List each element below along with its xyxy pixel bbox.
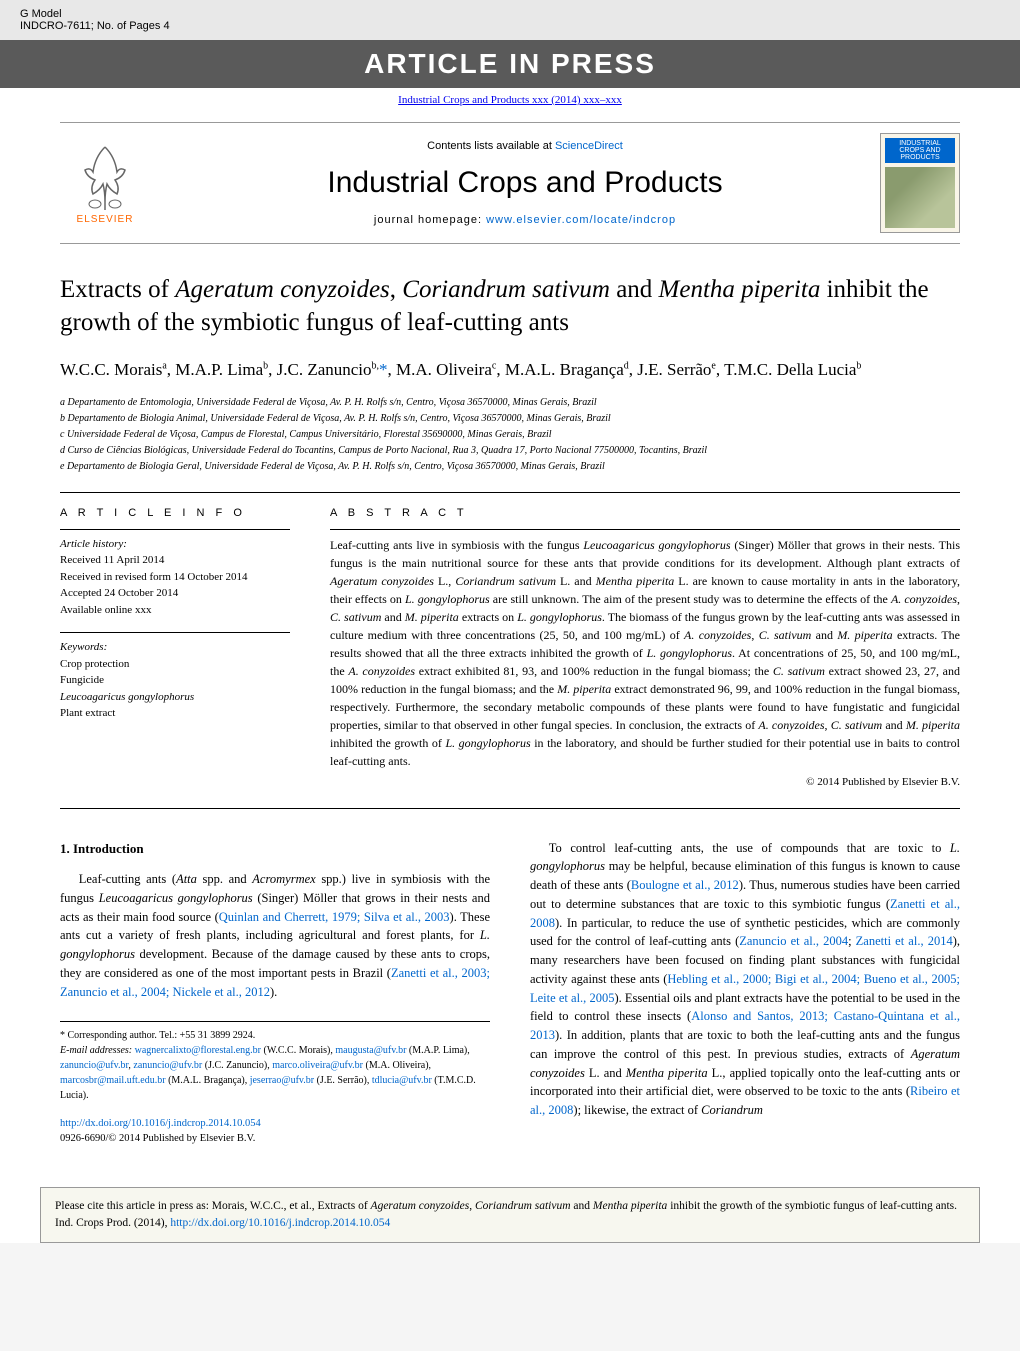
cover-label: INDUSTRIAL CROPS AND PRODUCTS (885, 138, 955, 163)
authors: W.C.C. Moraisa, M.A.P. Limab, J.C. Zanun… (60, 357, 960, 383)
article-id: INDCRO-7611; No. of Pages 4 (20, 20, 170, 32)
affiliation: d Curso de Ciências Biológicas, Universi… (60, 443, 960, 458)
affiliation: e Departamento de Biologia Geral, Univer… (60, 459, 960, 474)
g-model: G Model (20, 8, 62, 20)
body-columns: 1. Introduction Leaf-cutting ants (Atta … (60, 839, 960, 1147)
journal-cover-thumb[interactable]: INDUSTRIAL CROPS AND PRODUCTS (880, 133, 960, 233)
contents-line: Contents lists available at ScienceDirec… (170, 140, 880, 152)
journal-header: ELSEVIER Contents lists available at Sci… (60, 122, 960, 244)
article-in-press-banner: ARTICLE IN PRESS (0, 40, 1020, 88)
footnotes: * Corresponding author. Tel.: +55 31 389… (60, 1021, 490, 1103)
cover-image (885, 167, 955, 228)
intro-para-2: To control leaf-cutting ants, the use of… (530, 839, 960, 1120)
article-title: Extracts of Ageratum conyzoides, Coriand… (60, 274, 960, 339)
doi-link[interactable]: http://dx.doi.org/10.1016/j.indcrop.2014… (60, 1118, 261, 1129)
sciencedirect-link[interactable]: ScienceDirect (555, 140, 623, 152)
journal-reference: Industrial Crops and Products xxx (2014)… (0, 88, 1020, 112)
abstract-text: Leaf-cutting ants live in symbiosis with… (330, 529, 960, 770)
journal-ref-link[interactable]: Industrial Crops and Products xxx (2014)… (398, 94, 622, 106)
model-header: G Model INDCRO-7611; No. of Pages 4 (0, 0, 1020, 40)
affiliations: a Departamento de Entomologia, Universid… (60, 395, 960, 474)
citation-box: Please cite this article in press as: Mo… (40, 1187, 980, 1244)
affiliation: b Departamento de Biologia Animal, Unive… (60, 411, 960, 426)
keywords-block: Keywords: Crop protection Fungicide Leuc… (60, 632, 290, 722)
abstract-heading: A B S T R A C T (330, 507, 960, 519)
article-history: Article history: Received 11 April 2014 … (60, 529, 290, 619)
elsevier-label: ELSEVIER (77, 214, 134, 225)
abstract-panel: A B S T R A C T Leaf-cutting ants live i… (330, 507, 960, 788)
issn-line: 0926-6690/© 2014 Published by Elsevier B… (60, 1133, 255, 1144)
email-addresses: E-mail addresses: wagnercalixto@floresta… (60, 1043, 490, 1103)
affiliation: a Departamento de Entomologia, Universid… (60, 395, 960, 410)
left-column: 1. Introduction Leaf-cutting ants (Atta … (60, 839, 490, 1147)
article-info-heading: A R T I C L E I N F O (60, 507, 290, 519)
elsevier-logo[interactable]: ELSEVIER (60, 133, 150, 233)
intro-heading: 1. Introduction (60, 839, 490, 859)
elsevier-tree-icon (75, 142, 135, 212)
article-info-panel: A R T I C L E I N F O Article history: R… (60, 507, 290, 788)
homepage-link[interactable]: www.elsevier.com/locate/indcrop (486, 214, 676, 226)
homepage-line: journal homepage: www.elsevier.com/locat… (170, 214, 880, 226)
abstract-copyright: © 2014 Published by Elsevier B.V. (330, 776, 960, 788)
corresponding-author: * Corresponding author. Tel.: +55 31 389… (60, 1028, 490, 1043)
intro-para: Leaf-cutting ants (Atta spp. and Acromyr… (60, 870, 490, 1001)
affiliation: c Universidade Federal de Viçosa, Campus… (60, 427, 960, 442)
right-column: To control leaf-cutting ants, the use of… (530, 839, 960, 1147)
journal-title: Industrial Crops and Products (170, 166, 880, 200)
doi-block: http://dx.doi.org/10.1016/j.indcrop.2014… (60, 1117, 490, 1146)
